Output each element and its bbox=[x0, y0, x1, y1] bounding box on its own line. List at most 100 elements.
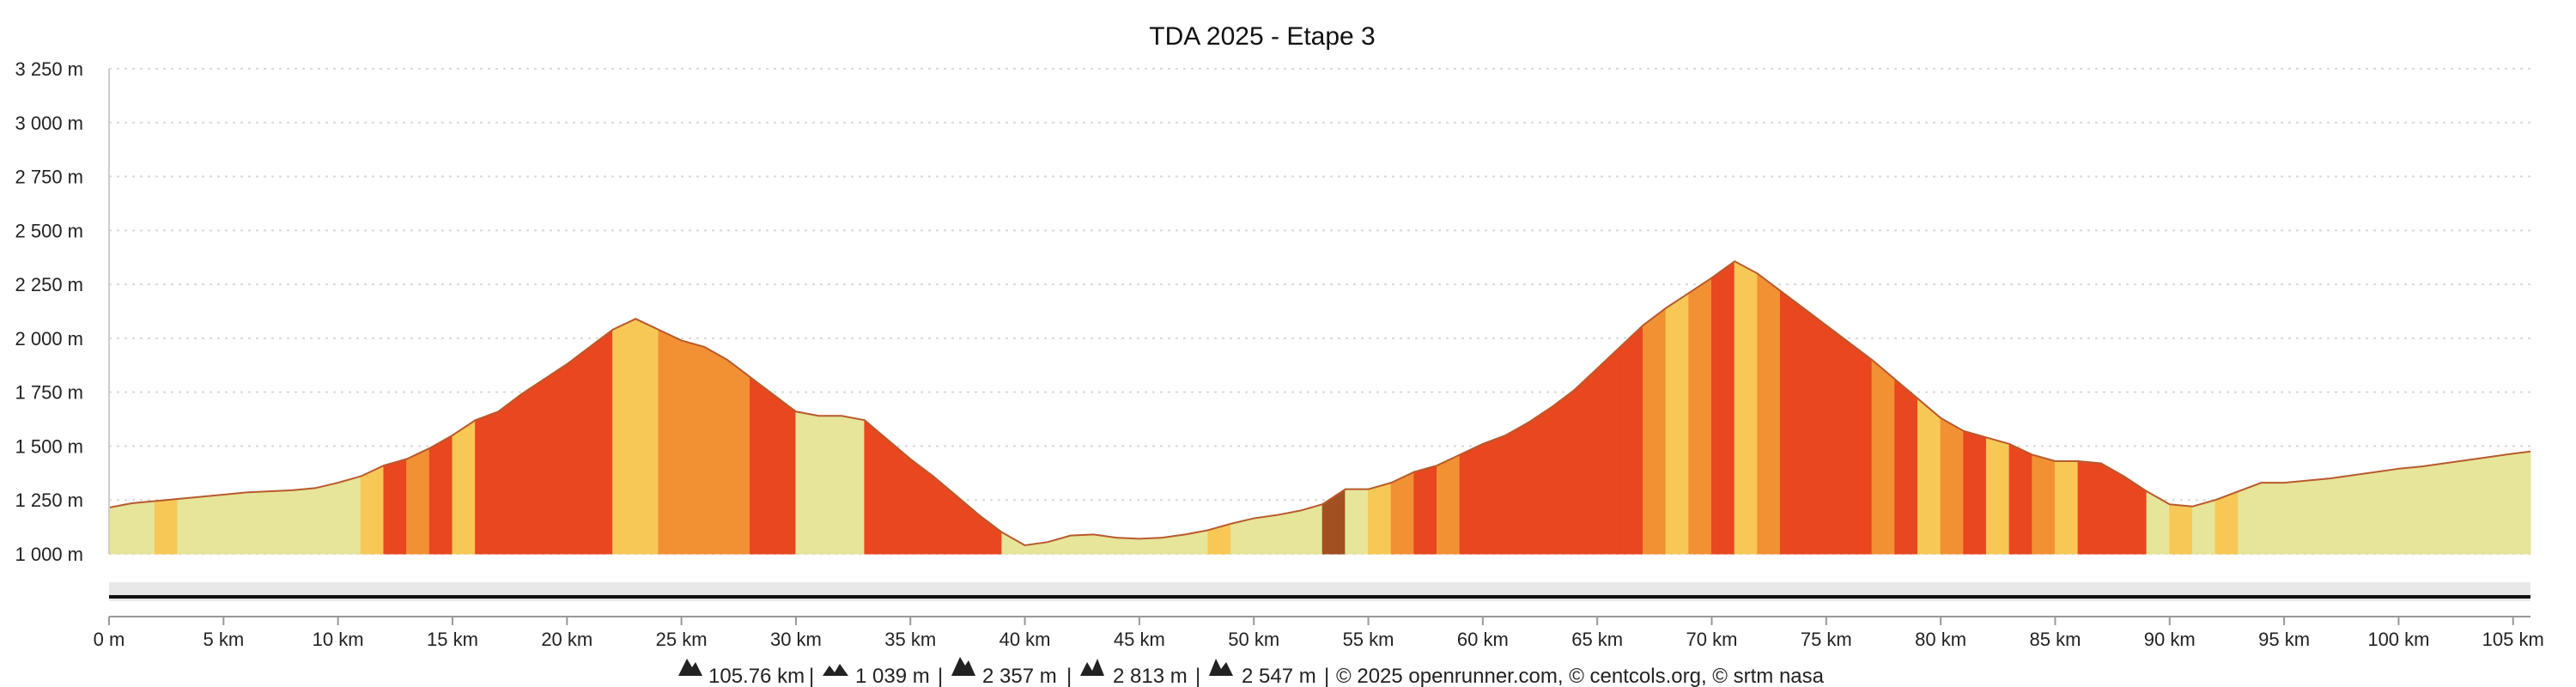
descent-value: 2 547 m bbox=[1242, 665, 1316, 687]
elevation-segment bbox=[1985, 436, 2010, 555]
elevation-segment bbox=[1551, 389, 1576, 555]
elevation-segment bbox=[1505, 421, 1529, 555]
elevation-segment bbox=[2421, 462, 2445, 555]
x-tick-label: 80 km bbox=[1915, 629, 1966, 650]
x-tick-label: 65 km bbox=[1571, 629, 1623, 650]
navigator[interactable] bbox=[109, 582, 2530, 601]
x-tick-label: 20 km bbox=[541, 629, 592, 650]
elevation-segment bbox=[2489, 453, 2514, 555]
elevation-segment bbox=[1276, 510, 1301, 555]
elevation-segment bbox=[726, 358, 751, 555]
credits: © 2025 openrunner.com, © centcols.org, ©… bbox=[1336, 665, 1825, 687]
max-altitude-value: 2 357 m bbox=[982, 665, 1057, 687]
elevation-segment bbox=[978, 514, 1003, 555]
elevation-segment bbox=[1437, 453, 1461, 555]
min-altitude-icon bbox=[823, 664, 848, 676]
elevation-segment bbox=[1070, 533, 1095, 555]
elevation-segment bbox=[1871, 358, 1896, 555]
elevation-segment bbox=[1619, 324, 1643, 555]
elevation-segment bbox=[1207, 523, 1232, 555]
elevation-segment bbox=[1528, 406, 1552, 555]
elevation-segment bbox=[1802, 307, 1827, 555]
x-tick-label: 30 km bbox=[770, 629, 822, 650]
x-tick-label: 95 km bbox=[2258, 629, 2310, 650]
footer-stats: 105.76 km | 1 039 m | 2 357 m | 2 813 m … bbox=[678, 657, 1825, 687]
elevation-segment bbox=[2123, 475, 2148, 555]
elevation-segment bbox=[772, 393, 797, 555]
elevation-segment bbox=[2100, 462, 2124, 555]
elevation-segment bbox=[2191, 499, 2216, 555]
elevation-segment bbox=[703, 346, 728, 555]
elevation-segment bbox=[681, 339, 705, 555]
y-tick-label: 2 000 m bbox=[15, 328, 84, 350]
x-tick-label: 60 km bbox=[1457, 629, 1509, 650]
elevation-segment bbox=[200, 494, 224, 555]
elevation-segment bbox=[1139, 537, 1163, 555]
y-tick-label: 2 500 m bbox=[15, 220, 84, 241]
elevation-segment bbox=[222, 491, 247, 555]
ascent-value: 2 813 m bbox=[1113, 665, 1188, 687]
elevation-segment bbox=[1710, 260, 1735, 555]
elevation-segment bbox=[750, 376, 774, 555]
elevation-segment bbox=[795, 410, 820, 555]
elevation-segment bbox=[1917, 398, 1941, 555]
elevation-line bbox=[108, 260, 2531, 546]
elevation-segment bbox=[314, 482, 339, 555]
elevation-segment bbox=[612, 318, 636, 555]
elevation-segment bbox=[1665, 292, 1690, 555]
elevation-segment bbox=[2238, 482, 2262, 555]
elevation-segment bbox=[360, 465, 385, 555]
elevation-segment bbox=[2375, 468, 2399, 555]
elevation-segment bbox=[291, 487, 316, 555]
elevation-segment bbox=[1368, 482, 1392, 555]
x-tick-label: 40 km bbox=[999, 629, 1051, 650]
chart-title: TDA 2025 - Etape 3 bbox=[1149, 22, 1376, 51]
y-tick-label: 1 750 m bbox=[15, 382, 84, 404]
x-tick-label: 0 m bbox=[94, 629, 125, 650]
elevation-segment bbox=[589, 328, 614, 555]
elevation-segment bbox=[520, 378, 545, 555]
elevation-segment bbox=[1321, 488, 1346, 555]
elevation-segment bbox=[2008, 443, 2033, 555]
y-tick-label: 3 000 m bbox=[15, 112, 84, 134]
elevation-segment bbox=[337, 475, 361, 555]
separator: | bbox=[1195, 665, 1200, 687]
min-altitude-value: 1 039 m bbox=[855, 665, 930, 687]
elevation-area bbox=[108, 260, 2531, 555]
y-tick-label: 1 500 m bbox=[15, 435, 84, 457]
elevation-segment bbox=[1826, 324, 1850, 555]
x-axis: 0 m 5 km 10 km 15 km 20 km 25 km 30 km 35 km 40 … bbox=[94, 617, 2544, 650]
elevation-segment bbox=[1688, 277, 1712, 555]
elevation-segment bbox=[841, 415, 866, 555]
elevation-segment bbox=[269, 489, 293, 555]
x-tick-label: 25 km bbox=[656, 629, 708, 650]
separator: | bbox=[1066, 665, 1072, 687]
elevation-segment bbox=[2444, 459, 2468, 555]
x-tick-label: 5 km bbox=[203, 629, 244, 650]
elevation-segment bbox=[1574, 367, 1598, 555]
elevation-segment bbox=[1596, 345, 1621, 555]
separator: | bbox=[1324, 665, 1329, 687]
elevation-segment bbox=[1757, 272, 1781, 555]
x-tick-label: 105 km bbox=[2482, 629, 2544, 650]
elevation-segment bbox=[2352, 471, 2377, 555]
y-axis: 1 000 m 1 250 m 1 500 m 1 750 m 2 000 m 2 250… bbox=[15, 58, 84, 565]
x-tick-label: 75 km bbox=[1801, 629, 1852, 650]
elevation-segment bbox=[2512, 451, 2531, 555]
distance-icon bbox=[678, 659, 702, 676]
elevation-segment bbox=[1459, 443, 1484, 555]
x-tick-label: 45 km bbox=[1114, 629, 1165, 650]
elevation-segment bbox=[1963, 430, 1987, 555]
separator: | bbox=[938, 665, 943, 687]
y-tick-label: 1 250 m bbox=[15, 489, 84, 511]
elevation-segment bbox=[2329, 474, 2354, 555]
elevation-segment bbox=[2032, 453, 2056, 555]
elevation-segment bbox=[131, 500, 155, 555]
elevation-segment bbox=[2077, 460, 2102, 555]
elevation-segment bbox=[154, 498, 179, 555]
elevation-segment bbox=[818, 415, 842, 555]
x-tick-label: 15 km bbox=[427, 629, 478, 650]
x-tick-label: 35 km bbox=[884, 629, 936, 650]
